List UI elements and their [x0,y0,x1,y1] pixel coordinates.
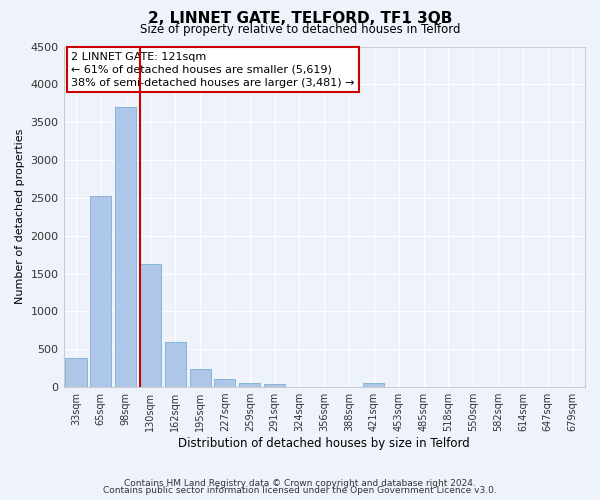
Bar [190,369,211,387]
Bar [214,379,235,387]
Text: 2, LINNET GATE, TELFORD, TF1 3QB: 2, LINNET GATE, TELFORD, TF1 3QB [148,11,452,26]
Bar [140,264,161,387]
X-axis label: Distribution of detached houses by size in Telford: Distribution of detached houses by size … [178,437,470,450]
Y-axis label: Number of detached properties: Number of detached properties [15,129,25,304]
Text: Size of property relative to detached houses in Telford: Size of property relative to detached ho… [140,22,460,36]
Text: 2 LINNET GATE: 121sqm
← 61% of detached houses are smaller (5,619)
38% of semi-d: 2 LINNET GATE: 121sqm ← 61% of detached … [71,52,355,88]
Bar [165,342,186,387]
Text: Contains HM Land Registry data © Crown copyright and database right 2024.: Contains HM Land Registry data © Crown c… [124,478,476,488]
Bar [264,384,285,387]
Bar [65,358,86,387]
Bar [90,196,112,387]
Bar [239,383,260,387]
Bar [115,107,136,387]
Text: Contains public sector information licensed under the Open Government Licence v3: Contains public sector information licen… [103,486,497,495]
Bar [364,384,385,387]
